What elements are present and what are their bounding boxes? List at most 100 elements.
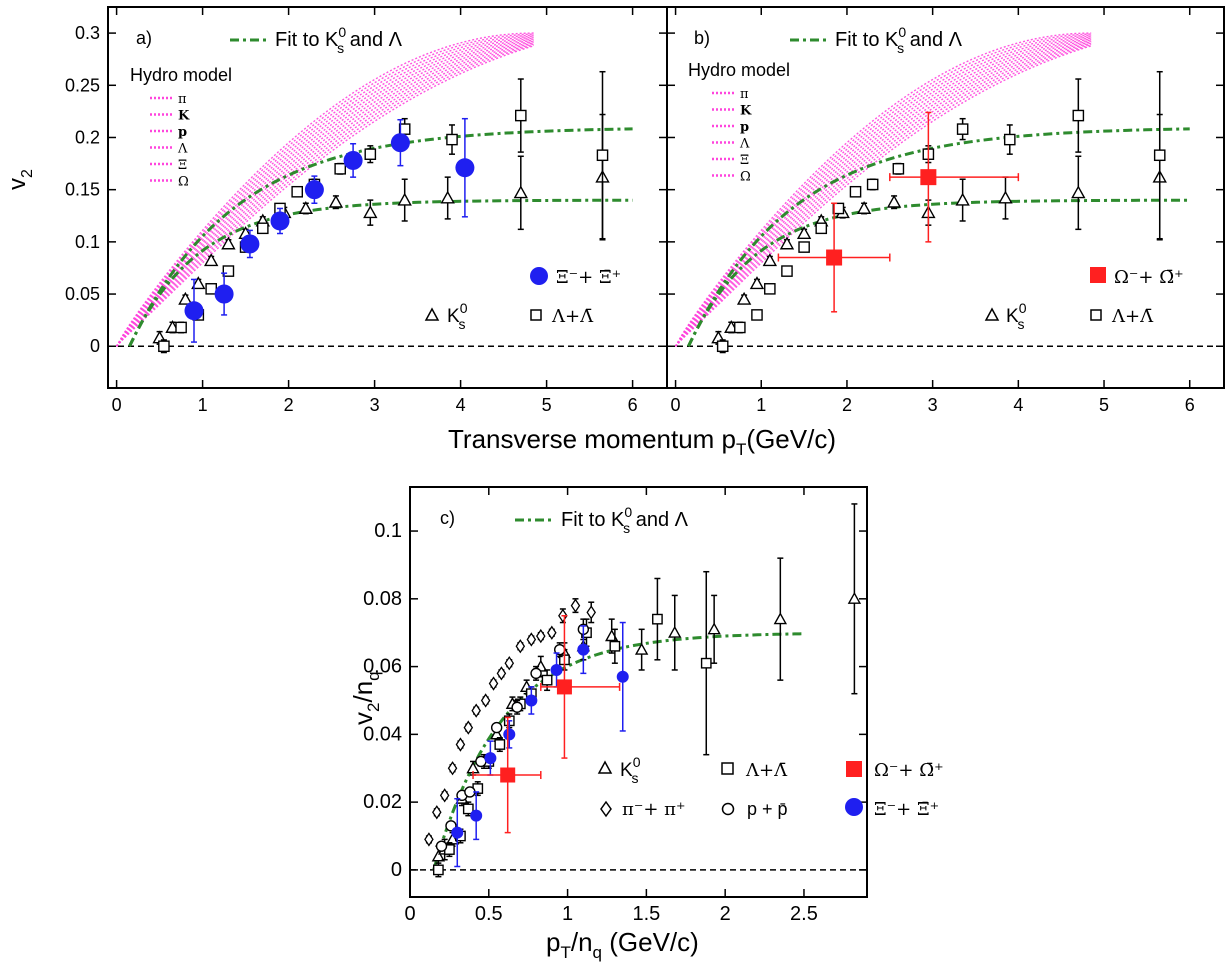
hydro-band-line [675, 45, 1092, 347]
data-point-xi [214, 284, 234, 304]
data-point-ks0 [998, 190, 1013, 204]
legend-fit-c-sub: s [623, 520, 630, 536]
data-point-ks0 [298, 201, 313, 214]
legend-fit-a: Fit to K0 s and Λ [230, 24, 403, 56]
legend-pion-c-marker [600, 800, 612, 818]
hydro-band-line [115, 33, 534, 347]
x-tick-label: 5 [1099, 395, 1109, 415]
data-point-proton [490, 721, 503, 734]
legend-proton-c-marker [721, 802, 735, 816]
data-point-pion [447, 761, 458, 776]
legend-ks0-b-text: K0 s [1006, 300, 1027, 332]
legend-fit-b-sup: 0 [898, 24, 906, 40]
hydro-legend-label: Ξ [178, 158, 187, 173]
data-point-ks0 [328, 194, 344, 208]
legend-hydro-a-title: Hydro model [130, 65, 232, 85]
axis-ticks: 0 1 2 3 4 5 6 0 0.05 0.1 0.15 0.2 0.25 0.3 0 1 2 3 4 5 6 0 0.5… [65, 7, 1224, 925]
data-point-pion [536, 628, 546, 644]
legend-lambda-b-marker [1090, 309, 1102, 321]
hydro-legend-label: p [740, 120, 749, 135]
legend-lambda-b: Λ+Λ̄ [1090, 306, 1154, 327]
hydro-band-line [116, 38, 534, 347]
y-tick-label: 0.04 [363, 723, 402, 745]
hydro-legend-label: K [740, 104, 752, 119]
x-tick-label: 1 [198, 395, 208, 415]
data-point-omega [500, 767, 516, 783]
hydro-band-line [116, 45, 534, 347]
data-point-ks0 [955, 192, 970, 206]
data-point-ks0 [762, 253, 778, 267]
data-point-lambda [1003, 133, 1016, 146]
data-point-lambda [892, 162, 905, 175]
hydro-legend-label: Λ [739, 137, 750, 152]
legend-xi-a: Ξ⁻+ Ξ̄⁺ [530, 267, 621, 288]
hydro-legend-label: π [178, 92, 187, 107]
y-tick-label: 0.05 [65, 284, 100, 304]
c-x-axis-title: pT/nq (GeV/c) [546, 927, 699, 962]
data-point-ks0 [191, 276, 206, 290]
data-point-lambda [257, 222, 269, 235]
legend-pion-c-text: π⁻+ π⁺ [622, 799, 685, 820]
x-tick-label: 1.5 [632, 903, 660, 925]
legend-lambda-a: Λ+Λ̄ [530, 306, 594, 327]
data-point-lambda [751, 309, 763, 321]
legend-xi-c: Ξ⁻+ Ξ̄⁺ [845, 798, 939, 820]
legend-omega-b-marker [1090, 267, 1106, 283]
hydro-band-line [674, 37, 1092, 347]
fit-curve-a [128, 127, 633, 347]
y-tick-label: 0.1 [75, 232, 100, 252]
data-point-lambda [222, 265, 235, 277]
data-point-xi [270, 211, 290, 231]
data-point-ks0 [796, 226, 812, 240]
y-tick-label: 0.08 [363, 588, 402, 610]
panel-b-label: b) [694, 28, 710, 48]
data-point-xi [577, 643, 590, 656]
data-point-lambda [596, 149, 609, 162]
data-point-lambda [700, 657, 712, 669]
data-point-pion [471, 703, 481, 718]
legend-fit-b-and: and Λ [904, 29, 962, 51]
data-point-xi [550, 663, 563, 676]
legend-hydro-b-title: Hydro model [688, 60, 790, 80]
hydro-band-line [675, 41, 1092, 347]
data-point-xi [390, 133, 410, 153]
data-point-xi [503, 728, 516, 741]
x-tick-label: 4 [456, 395, 466, 415]
data-point-lambda [956, 123, 969, 135]
data-point-lambda [716, 340, 729, 353]
hydro-band-line [115, 34, 534, 347]
hydro-legend-label: Ω [178, 175, 189, 190]
data-point-ks0 [707, 622, 721, 635]
hydro-band-line [116, 37, 534, 347]
data-point-ks0 [204, 253, 219, 267]
data-point-pion [515, 639, 526, 654]
data-point-xi [616, 670, 629, 683]
data-point-lambda [798, 241, 810, 253]
data-point-pion [439, 788, 450, 803]
panel-a [108, 32, 667, 354]
legend-fit-b-sub: s [897, 40, 904, 56]
x-tick-label: 6 [1185, 395, 1195, 415]
hydro-band-line [674, 36, 1092, 347]
hydro-band-line [116, 40, 534, 347]
legend-fit-c-sup: 0 [624, 504, 632, 520]
hydro-legend-label: Λ [177, 142, 188, 157]
legend-ks0-c-marker [597, 760, 613, 774]
legend-ks0-a-text: K0 s [447, 300, 468, 332]
legend-lambda-a-marker [530, 309, 542, 321]
data-point-xi [451, 826, 464, 839]
legend-fit-a-and: and Λ [344, 29, 402, 51]
fit-curve-b [687, 198, 1190, 347]
legend-ks0-c-text: K0 s [620, 754, 641, 786]
data-point-ks0 [489, 727, 504, 740]
data-point-proton [511, 701, 523, 713]
x-tick-label: 2 [284, 395, 294, 415]
hydro-band-line [116, 44, 534, 347]
data-point-lambda [652, 613, 663, 625]
legend-ks0-a-marker [424, 307, 440, 321]
legend-ks0-c: K0 s [597, 754, 641, 786]
x-tick-label: 3 [928, 395, 938, 415]
panel-b-frame [666, 6, 1225, 389]
